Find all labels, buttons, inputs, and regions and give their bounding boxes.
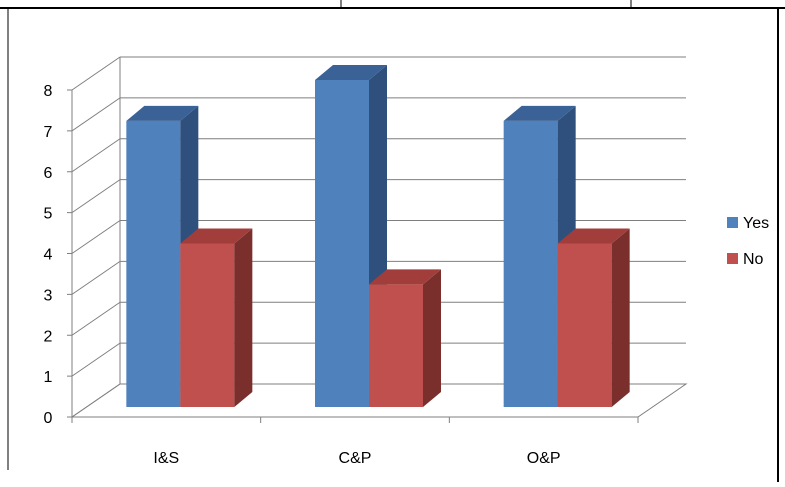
legend-swatch-no: [727, 253, 738, 264]
x-tick-label: O&P: [527, 450, 561, 467]
y-tick-label: 2: [44, 328, 53, 345]
y-tick-label: 1: [44, 369, 53, 386]
bar-side-face: [611, 228, 630, 407]
gridline-side: [71, 301, 121, 336]
gridline-side: [71, 138, 121, 173]
bar-no-2: [557, 228, 630, 407]
bar-front-face: [315, 80, 369, 407]
bar-front-face: [126, 120, 181, 407]
bar-side-face: [234, 228, 253, 407]
bar-top-face: [315, 65, 387, 80]
gridline-side: [71, 220, 121, 254]
bar-top-face: [557, 228, 630, 244]
bar-no-0: [180, 228, 253, 407]
bar-top-face: [126, 105, 199, 121]
bar-front-face: [503, 120, 558, 407]
bar-front-face: [369, 284, 423, 407]
bar-no-1: [369, 269, 441, 407]
bar-front-face: [180, 243, 235, 407]
bar-top-face: [180, 228, 253, 244]
gridline-side: [71, 97, 121, 132]
legend-swatch-yes: [727, 217, 738, 228]
y-tick-label: 5: [44, 206, 53, 223]
gridline-side: [71, 179, 121, 214]
y-tick-label: 7: [44, 124, 53, 141]
x-tick-label: C&P: [339, 450, 372, 467]
x-tick-label: I&S: [153, 450, 179, 467]
bar-front-face: [557, 243, 612, 407]
y-tick-label: 4: [44, 247, 53, 264]
legend-label-yes: Yes: [743, 215, 769, 232]
y-tick-label: 0: [44, 410, 53, 427]
y-tick-label: 6: [44, 165, 53, 182]
bar-top-face: [503, 105, 576, 121]
y-tick-label: 8: [44, 83, 53, 100]
y-tick-label: 3: [44, 287, 53, 304]
gridline-side: [71, 342, 121, 377]
bar-top-face: [369, 269, 441, 285]
legend-label-no: No: [743, 251, 764, 268]
gridline-side: [71, 56, 121, 91]
bar-side-face: [423, 269, 441, 407]
gridline-side: [71, 260, 121, 295]
